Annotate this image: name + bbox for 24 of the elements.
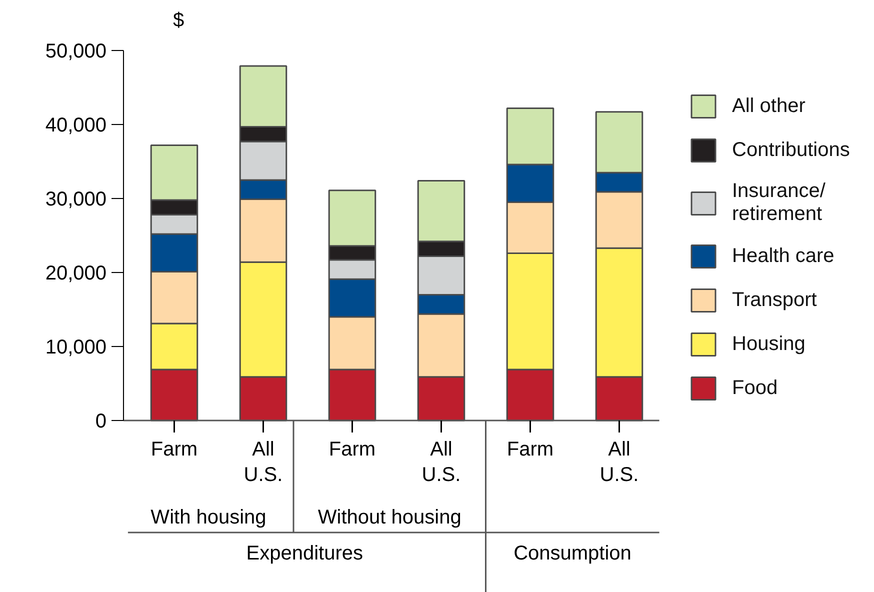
text: Consumption (514, 542, 632, 564)
x-tick-label: All U.S. (422, 438, 461, 486)
legend-label: Insurance/ retirement (732, 180, 826, 226)
y-tick-label: 0 (95, 410, 106, 432)
legend-label: Food (732, 376, 778, 400)
y-tick-label: 20,000 (45, 262, 106, 284)
y-tick-label: 50,000 (45, 40, 106, 62)
legend-label: Contributions (732, 138, 850, 162)
legend-label: Housing (732, 332, 806, 356)
legend-label: Transport (732, 288, 817, 312)
legend-label: All other (732, 94, 806, 118)
text: With housing (150, 506, 266, 528)
y-axis-title: $ (172, 10, 184, 32)
x-tick-label: All U.S. (244, 438, 283, 486)
y-tick-label: 40,000 (45, 114, 106, 136)
y-tick-label: 30,000 (45, 188, 106, 210)
x-tick-label: Farm (506, 438, 554, 460)
text: Expenditures (246, 542, 363, 564)
x-tick-label: Farm (328, 438, 376, 460)
text: Without housing (318, 506, 462, 528)
x-tick-label: Farm (150, 438, 198, 460)
y-tick-label: 10,000 (45, 336, 106, 358)
legend-label: Health care (732, 244, 834, 268)
x-tick-label: All U.S. (600, 438, 639, 486)
